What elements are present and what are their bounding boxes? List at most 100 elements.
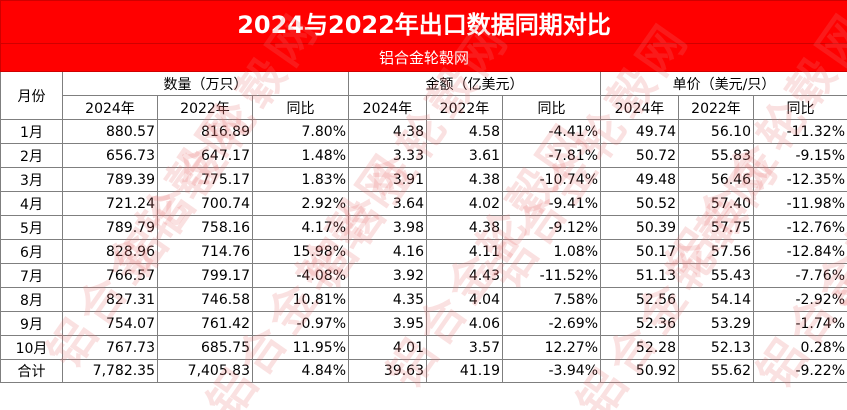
quantity-2022-cell: 761.42: [157, 311, 253, 336]
title-row: 2024与2022年出口数据同期对比: [0, 0, 847, 44]
amount-2022-cell: 4.06: [426, 311, 503, 336]
quantity-2024-cell: 754.07: [62, 311, 158, 336]
price-yoy-cell: -11.32%: [753, 119, 847, 144]
month-cell: 8月: [0, 287, 63, 312]
month-cell: 2月: [0, 143, 63, 168]
quantity-yoy-cell: 4.17%: [252, 215, 349, 240]
quantity-yoy-cell: -0.97%: [252, 311, 349, 336]
quantity-2022-cell: 775.17: [157, 167, 253, 192]
amount-2022-cell: 3.57: [426, 335, 503, 360]
quantity-2022-cell: 799.17: [157, 263, 253, 288]
amount-2022-cell: 4.58: [426, 119, 503, 144]
quantity-yoy-cell: 2.92%: [252, 191, 349, 216]
price-2022-cell: 55.83: [678, 143, 754, 168]
price-2022-cell: 55.43: [678, 263, 754, 288]
quantity-2024-cell: 766.57: [62, 263, 158, 288]
amount-2024-cell: 3.92: [348, 263, 427, 288]
price-2024-cell: 49.74: [600, 119, 679, 144]
header-a-yoy: 同比: [502, 95, 601, 120]
table-row: 10月 767.73 685.75 11.95% 4.01 3.57 12.27% 52.28…: [0, 335, 847, 360]
price-2022-cell: 57.56: [678, 239, 754, 264]
price-2024-cell: 50.72: [600, 143, 679, 168]
price-2024-cell: 52.28: [600, 335, 679, 360]
amount-2022-cell: 3.61: [426, 143, 503, 168]
table-row: 6月 828.96 714.76 15.98% 4.16 4.11 1.08% 50.17 57…: [0, 239, 847, 264]
amount-2024-cell: 4.16: [348, 239, 427, 264]
table-subtitle: 铝合金轮毂网: [0, 43, 847, 72]
amount-yoy-cell: 7.58%: [502, 287, 601, 312]
month-cell: 1月: [0, 119, 63, 144]
quantity-2022-cell: 647.17: [157, 143, 253, 168]
amount-yoy-cell: -11.52%: [502, 263, 601, 288]
quantity-2022-cell: 746.58: [157, 287, 253, 312]
table-row: 合计 7,782.35 7,405.83 4.84% 39.63 41.19 -3.94% 5…: [0, 359, 847, 383]
header-q-2022: 2022年: [157, 95, 253, 120]
quantity-2024-cell: 789.39: [62, 167, 158, 192]
amount-yoy-cell: -10.74%: [502, 167, 601, 192]
quantity-2022-cell: 685.75: [157, 335, 253, 360]
quantity-yoy-cell: 11.95%: [252, 335, 349, 360]
quantity-2024-cell: 789.79: [62, 215, 158, 240]
price-2024-cell: 50.92: [600, 359, 679, 383]
price-2024-cell: 49.48: [600, 167, 679, 192]
quantity-yoy-cell: 1.83%: [252, 167, 349, 192]
price-yoy-cell: -1.74%: [753, 311, 847, 336]
amount-yoy-cell: -9.12%: [502, 215, 601, 240]
month-cell: 9月: [0, 311, 63, 336]
amount-2022-cell: 4.43: [426, 263, 503, 288]
quantity-yoy-cell: 15.98%: [252, 239, 349, 264]
quantity-yoy-cell: 1.48%: [252, 143, 349, 168]
price-yoy-cell: -7.76%: [753, 263, 847, 288]
price-yoy-cell: -12.76%: [753, 215, 847, 240]
price-yoy-cell: 0.28%: [753, 335, 847, 360]
price-yoy-cell: -11.98%: [753, 191, 847, 216]
price-2022-cell: 53.29: [678, 311, 754, 336]
price-yoy-cell: -9.15%: [753, 143, 847, 168]
table-row: 9月 754.07 761.42 -0.97% 3.95 4.06 -2.69% 52.36 5…: [0, 311, 847, 336]
price-yoy-cell: -12.84%: [753, 239, 847, 264]
price-2024-cell: 50.39: [600, 215, 679, 240]
month-cell: 6月: [0, 239, 63, 264]
table-row: 8月 827.31 746.58 10.81% 4.35 4.04 7.58% 52.56 54…: [0, 287, 847, 312]
header-a-2024: 2024年: [348, 95, 427, 120]
data-table: 2024与2022年出口数据同期对比 铝合金轮毂网 月份 数量（万只） 金额（亿…: [0, 0, 847, 383]
month-cell: 合计: [0, 359, 63, 383]
table-row: 1月 880.57 816.89 7.80% 4.38 4.58 -4.41% 49.74 56…: [0, 119, 847, 144]
quantity-yoy-cell: 7.80%: [252, 119, 349, 144]
price-yoy-cell: -12.35%: [753, 167, 847, 192]
price-2022-cell: 55.62: [678, 359, 754, 383]
header-unit-price: 单价（美元/只）: [600, 71, 847, 96]
amount-2024-cell: 39.63: [348, 359, 427, 383]
amount-yoy-cell: 12.27%: [502, 335, 601, 360]
quantity-2024-cell: 7,782.35: [62, 359, 158, 383]
header-quantity: 数量（万只）: [62, 71, 349, 96]
amount-2024-cell: 4.01: [348, 335, 427, 360]
quantity-2022-cell: 714.76: [157, 239, 253, 264]
amount-2022-cell: 4.11: [426, 239, 503, 264]
table-row: 5月 789.79 758.16 4.17% 3.98 4.38 -9.12% 50.39 57…: [0, 215, 847, 240]
amount-yoy-cell: -2.69%: [502, 311, 601, 336]
price-2022-cell: 56.10: [678, 119, 754, 144]
amount-2024-cell: 3.98: [348, 215, 427, 240]
month-cell: 7月: [0, 263, 63, 288]
price-2022-cell: 57.75: [678, 215, 754, 240]
header-month: 月份: [0, 71, 63, 120]
quantity-2024-cell: 827.31: [62, 287, 158, 312]
quantity-2022-cell: 7,405.83: [157, 359, 253, 383]
amount-2024-cell: 4.35: [348, 287, 427, 312]
month-cell: 4月: [0, 191, 63, 216]
month-cell: 10月: [0, 335, 63, 360]
amount-2022-cell: 4.02: [426, 191, 503, 216]
header-p-yoy: 同比: [753, 95, 847, 120]
table-row: 4月 721.24 700.74 2.92% 3.64 4.02 -9.41% 50.52 57…: [0, 191, 847, 216]
quantity-2024-cell: 880.57: [62, 119, 158, 144]
header-p-2024: 2024年: [600, 95, 679, 120]
header-q-2024: 2024年: [62, 95, 158, 120]
amount-yoy-cell: -3.94%: [502, 359, 601, 383]
amount-yoy-cell: -7.81%: [502, 143, 601, 168]
price-2022-cell: 56.46: [678, 167, 754, 192]
price-yoy-cell: -2.92%: [753, 287, 847, 312]
table-row: 2月 656.73 647.17 1.48% 3.33 3.61 -7.81% 50.72 55…: [0, 143, 847, 168]
amount-2022-cell: 4.04: [426, 287, 503, 312]
